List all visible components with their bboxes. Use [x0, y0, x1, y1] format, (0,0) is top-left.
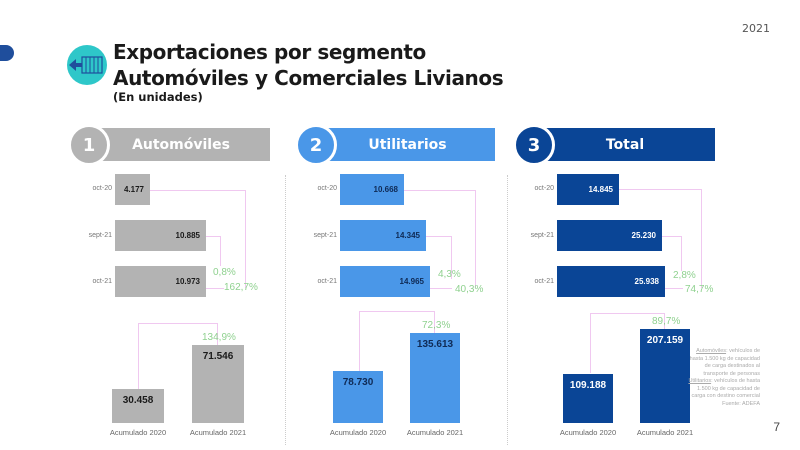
- year-label: 2021: [742, 22, 770, 35]
- pct-acc: 134,9%: [202, 332, 236, 343]
- pct-monthly: 4,3%: [438, 269, 461, 280]
- connector-yearly: [619, 189, 702, 288]
- bar-sept-21: 25.230: [557, 220, 662, 251]
- panel-number-3: 3: [513, 124, 555, 166]
- footnote: Automóviles: vehículos de hasta 1.500 kg…: [688, 348, 760, 407]
- bar-oct-20: 4.177: [115, 174, 150, 205]
- side-tab-marker: [0, 45, 14, 61]
- connector-yearly-end: [430, 288, 452, 289]
- row-label: sept-21: [313, 232, 337, 239]
- acc-label: Acumulado 2021: [636, 428, 694, 437]
- panel-header-total: Total: [535, 128, 715, 161]
- page-title-line2: Automóviles y Comerciales Livianos: [113, 66, 504, 90]
- bar-acumulado-2020: 109.188: [563, 374, 613, 423]
- row-label: sept-21: [530, 232, 554, 239]
- row-label: oct-21: [92, 278, 112, 285]
- pct-acc: 72,3%: [422, 320, 451, 331]
- connector-yearly: [404, 190, 476, 288]
- acc-label: Acumulado 2020: [329, 428, 387, 437]
- bar-acumulado-2021: 135.613: [410, 333, 460, 423]
- panel-number-2: 2: [295, 124, 337, 166]
- row-label: oct-20: [534, 185, 554, 192]
- page-title-line1: Exportaciones por segmento: [113, 40, 426, 64]
- acc-label: Acumulado 2021: [406, 428, 464, 437]
- bar-oct-21: 25.938: [557, 266, 665, 297]
- panel-header-automoviles: Automóviles: [92, 128, 270, 161]
- bar-sept-21: 10.885: [115, 220, 206, 251]
- pct-yearly: 40,3%: [455, 284, 484, 295]
- pct-yearly: 74,7%: [685, 284, 714, 295]
- footnote-term-utilitarios: Utilitarios: [688, 378, 712, 384]
- row-label: sept-21: [88, 232, 112, 239]
- pct-acc: 89,7%: [652, 316, 681, 327]
- footnote-source: Fuente: ADEFA: [722, 400, 760, 407]
- bar-acumulado-2021: 71.546: [192, 345, 244, 423]
- footnote-term-automoviles: Automóviles: [696, 348, 727, 354]
- acc-label: Acumulado 2021: [189, 428, 247, 437]
- row-label: oct-20: [92, 185, 112, 192]
- connector-monthly: [206, 236, 221, 266]
- bar-acumulado-2020: 30.458: [112, 389, 164, 423]
- panel-number-1: 1: [68, 124, 110, 166]
- panel-header-utilitarios: Utilitarios: [320, 128, 495, 161]
- connector-monthly: [662, 236, 682, 271]
- bar-acumulado-2020: 78.730: [333, 371, 383, 423]
- bar-acumulado-2021: 207.159: [640, 329, 690, 423]
- page-subtitle: (En unidades): [113, 90, 203, 104]
- connector-yearly: [150, 190, 246, 288]
- bar-sept-21: 14.345: [340, 220, 426, 251]
- row-label: oct-21: [317, 278, 337, 285]
- acc-label: Acumulado 2020: [559, 428, 617, 437]
- bar-oct-21: 10.973: [115, 266, 206, 297]
- pct-monthly: 2,8%: [673, 270, 696, 281]
- truck-container-icon: [67, 45, 107, 85]
- page-number: 7: [773, 420, 780, 434]
- pct-yearly: 162,7%: [224, 282, 258, 293]
- acc-label: Acumulado 2020: [109, 428, 167, 437]
- connector-yearly-end: [206, 288, 224, 289]
- connector-yearly-end: [665, 288, 683, 289]
- bar-oct-21: 14.965: [340, 266, 430, 297]
- row-label: oct-21: [534, 278, 554, 285]
- panel-divider: [507, 175, 508, 445]
- bar-oct-20: 14.845: [557, 174, 619, 205]
- row-label: oct-20: [317, 185, 337, 192]
- bar-oct-20: 10.668: [340, 174, 404, 205]
- pct-monthly: 0,8%: [213, 267, 236, 278]
- panel-divider: [285, 175, 286, 445]
- connector-monthly: [426, 236, 452, 279]
